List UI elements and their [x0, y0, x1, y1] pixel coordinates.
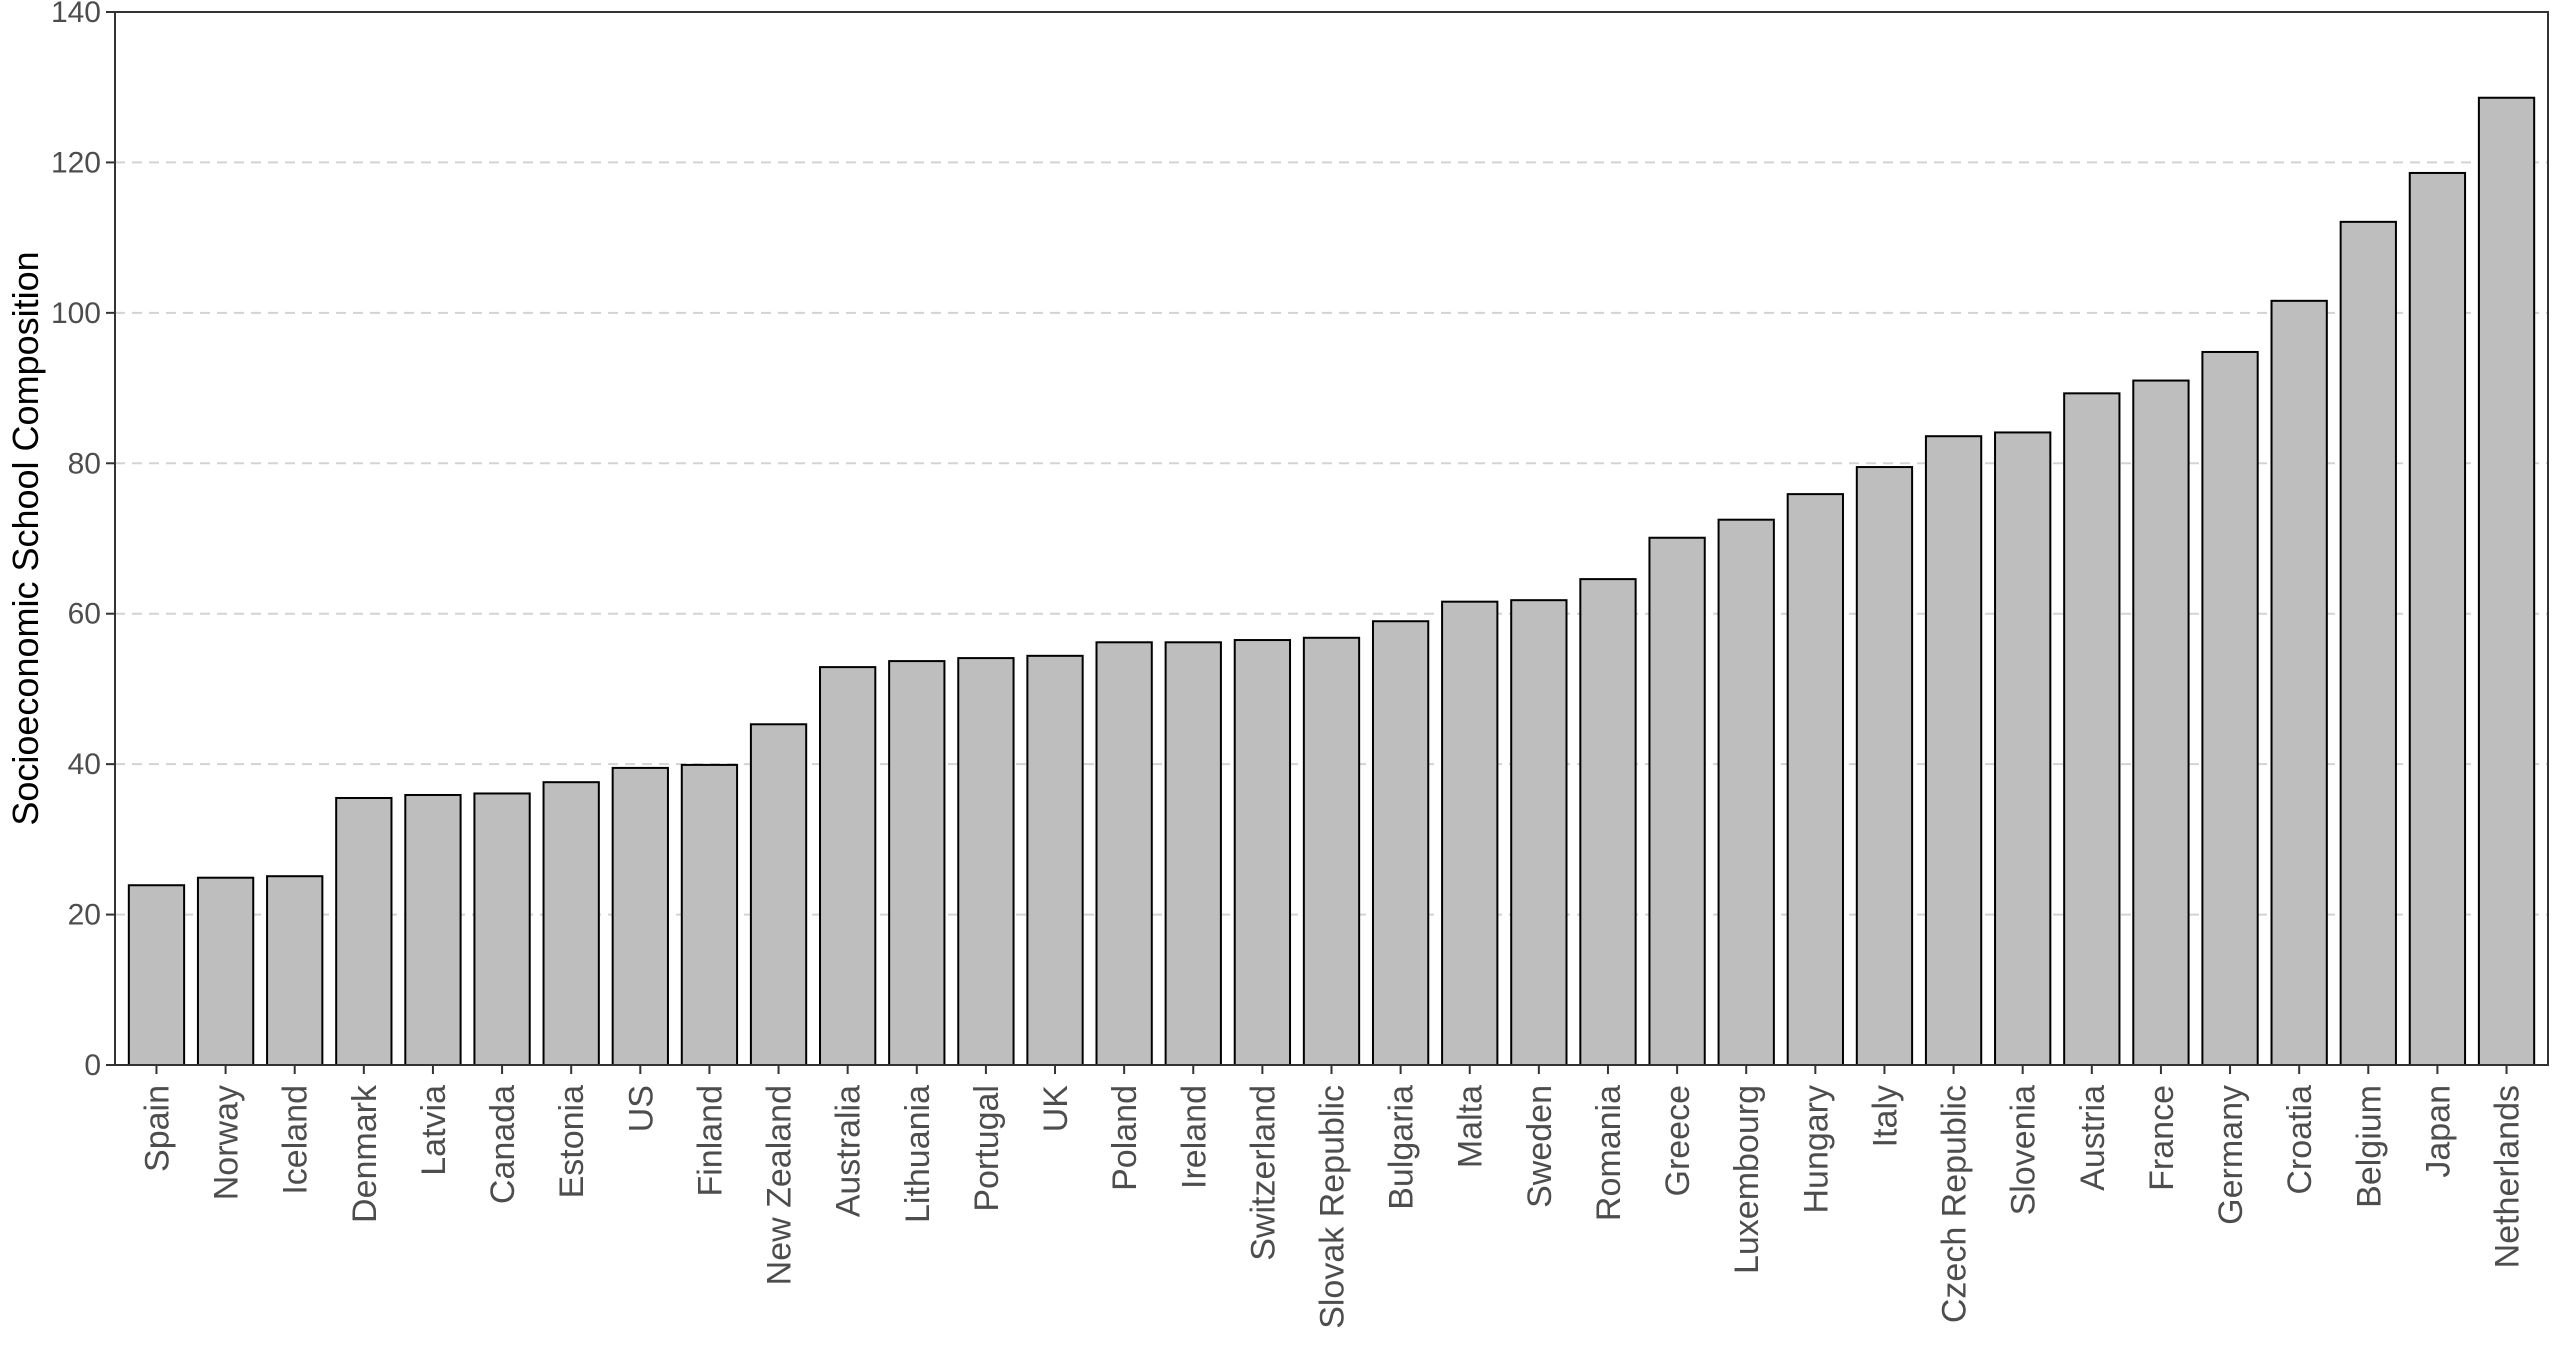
- x-tick-label: Japan: [2419, 1085, 2457, 1178]
- x-tick-label: Slovak Republic: [1314, 1085, 1352, 1329]
- bar: [335, 796, 393, 1066]
- x-tick-label: Slovenia: [2005, 1085, 2043, 1216]
- x-tick-label: Switzerland: [1244, 1085, 1282, 1261]
- bar: [1026, 654, 1084, 1066]
- x-tick-label: Germany: [2212, 1085, 2250, 1225]
- bar: [2270, 299, 2328, 1066]
- x-tick-label: Portugal: [968, 1085, 1006, 1212]
- bar: [1441, 600, 1499, 1066]
- bar: [888, 660, 946, 1067]
- bar: [1371, 620, 1430, 1066]
- bar: [404, 793, 462, 1066]
- x-tick-label: Luxembourg: [1728, 1085, 1766, 1274]
- x-tick-label: Canada: [484, 1085, 522, 1204]
- x-tick-label: Latvia: [415, 1085, 453, 1176]
- y-tick-label: 100: [51, 297, 101, 330]
- bar: [1164, 641, 1222, 1066]
- x-tick-label: Denmark: [346, 1084, 384, 1223]
- bar: [196, 876, 255, 1066]
- bar: [749, 723, 808, 1066]
- y-axis: 0 20 40 60 80 100 120 140: [51, 0, 115, 1082]
- y-tick-label: 140: [51, 0, 101, 29]
- bar: [1233, 639, 1292, 1067]
- y-tick-label: 20: [68, 899, 101, 932]
- bar: [1786, 493, 1844, 1066]
- x-tick-label: Lithuania: [899, 1085, 937, 1223]
- bar: [473, 792, 531, 1066]
- y-tick-label: 120: [51, 146, 101, 179]
- x-tick-label: Poland: [1106, 1085, 1144, 1191]
- x-tick-label: Estonia: [553, 1085, 591, 1198]
- x-tick-label: Norway: [208, 1085, 246, 1200]
- bar: [1095, 641, 1153, 1066]
- bar: [2132, 379, 2190, 1066]
- x-tick-label: Greece: [1659, 1085, 1697, 1197]
- bar: [1648, 536, 1706, 1066]
- bars: [127, 96, 2536, 1067]
- x-tick-label: Ireland: [1175, 1085, 1213, 1189]
- bar: [957, 657, 1015, 1066]
- bar: [1579, 578, 1637, 1066]
- bar: [2201, 350, 2259, 1066]
- x-axis: Spain Norway Iceland Denmark Latvia Canada Est…: [138, 1065, 2527, 1329]
- bar: [680, 763, 739, 1067]
- bar: [611, 766, 669, 1066]
- bar: [1510, 599, 1568, 1066]
- bar: [1717, 518, 1775, 1066]
- bar: [2339, 220, 2397, 1067]
- x-tick-label: New Zealand: [761, 1085, 799, 1285]
- y-axis-title: Socioeconomic School Composition: [5, 251, 46, 825]
- bar: [127, 884, 186, 1066]
- y-tick-label: 80: [68, 447, 101, 480]
- bar: [2477, 96, 2536, 1067]
- bar: [1924, 435, 1983, 1066]
- x-tick-label: US: [622, 1085, 660, 1132]
- bar: [819, 666, 877, 1067]
- x-tick-label: Sweden: [1521, 1085, 1559, 1208]
- x-tick-label: Czech Republic: [1936, 1085, 1974, 1323]
- y-tick-label: 0: [84, 1049, 101, 1082]
- x-tick-label: Iceland: [277, 1085, 315, 1195]
- bar: [542, 781, 600, 1066]
- x-tick-label: UK: [1037, 1085, 1075, 1133]
- x-tick-label: Bulgaria: [1383, 1085, 1421, 1210]
- x-tick-label: Belgium: [2350, 1085, 2388, 1208]
- x-tick-label: Italy: [1866, 1085, 1904, 1147]
- bar: [1855, 466, 1914, 1066]
- x-tick-label: Romania: [1590, 1085, 1628, 1221]
- bar: [1994, 431, 2052, 1066]
- x-tick-label: Hungary: [1797, 1085, 1835, 1214]
- bar: [2063, 392, 2121, 1066]
- y-tick-label: 40: [68, 748, 101, 781]
- x-tick-label: Netherlands: [2489, 1085, 2527, 1268]
- bar: [266, 875, 324, 1067]
- x-tick-label: Australia: [830, 1085, 868, 1217]
- x-tick-label: Spain: [138, 1085, 176, 1172]
- x-tick-label: Finland: [691, 1085, 729, 1197]
- bar: [1302, 636, 1361, 1066]
- x-tick-label: Croatia: [2281, 1085, 2319, 1195]
- x-tick-label: France: [2143, 1085, 2181, 1191]
- bar: [2408, 171, 2467, 1067]
- x-tick-label: Malta: [1452, 1085, 1490, 1168]
- y-tick-label: 60: [68, 598, 101, 631]
- x-tick-label: Austria: [2074, 1085, 2112, 1191]
